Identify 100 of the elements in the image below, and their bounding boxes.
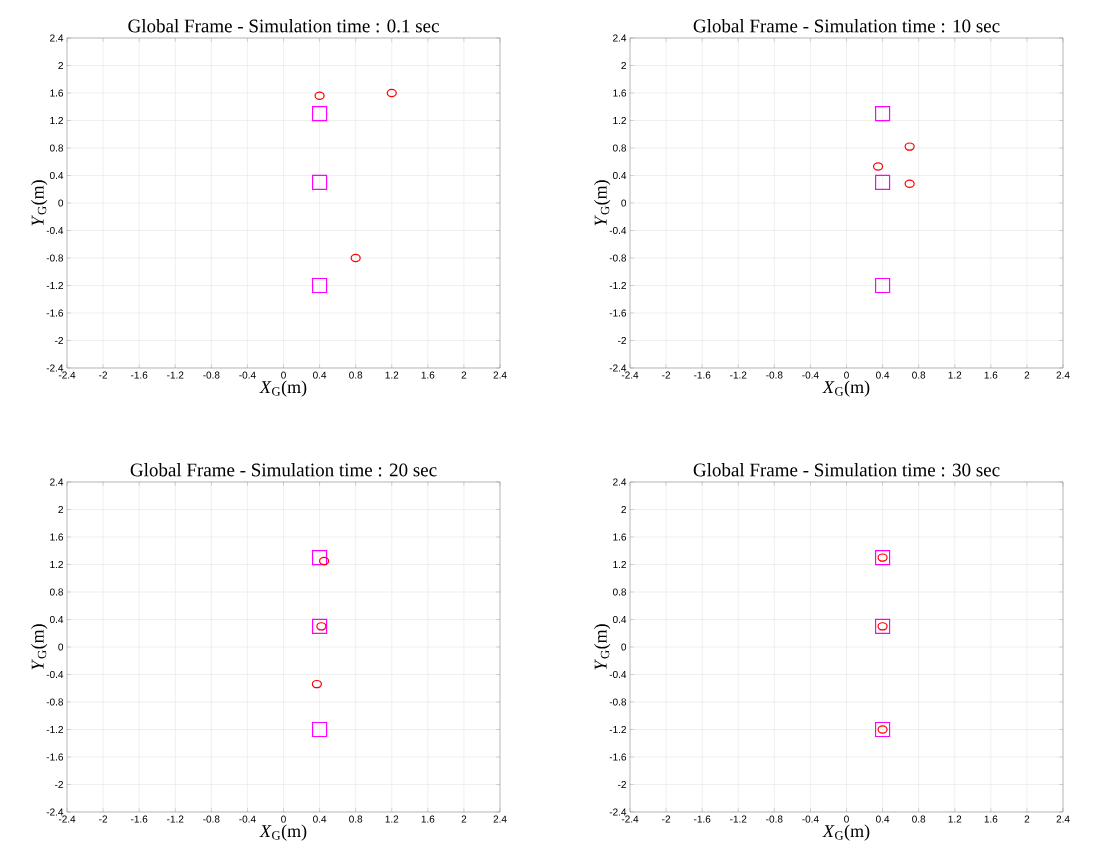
y-tick-label: -2 [618,337,626,344]
point [904,179,915,188]
x-tick-label: 2 [1024,371,1030,379]
x-tick-label: -1.6 [693,815,711,823]
x-tick-label: 0.4 [876,371,890,379]
y-tick-label: -0.8 [609,254,627,262]
y-tick-label: -1.6 [609,753,627,761]
point [311,277,328,294]
x-tick-label: 1.2 [385,815,399,823]
point [874,277,891,294]
y-tick-label: 2 [621,62,626,69]
y-tick-label: 0.4 [49,615,64,624]
x-tick-label: 0 [281,371,286,379]
x-tick-label: 1.6 [984,371,998,379]
x-axis-title: X$_{G}$(m) [259,380,307,397]
y-tick-label: 1.2 [613,117,626,124]
x-tick-label: -2 [662,815,671,823]
y-tick-label: 1.2 [613,561,626,568]
point [874,618,891,634]
y-tick-label: 2.4 [613,478,627,486]
x-tick-label: -0.4 [239,371,256,379]
y-tick-label: -1.6 [609,309,627,317]
x-tick-label: -0.4 [802,371,819,379]
x-tick-label: 0.4 [313,371,327,379]
y-axis-title: Y$_{G}$(m) [594,180,611,226]
x-tick-label: 0.4 [876,815,890,823]
y-tick-label: -0.4 [609,670,627,679]
x-tick-label: -1.2 [730,815,747,823]
y-tick-label: -0.4 [46,670,64,679]
y-tick-label: 0 [58,199,64,207]
x-tick-label: 0.8 [912,815,926,823]
x-tick-label: -0.4 [802,815,819,823]
x-tick-label: 1.2 [948,371,962,379]
y-tick-label: 1.6 [613,89,627,97]
x-tick-label: -0.8 [766,815,783,823]
y-tick-label: -0.8 [46,698,64,706]
x-tick-label: 2.4 [1056,815,1070,823]
y-tick-label: 1.2 [50,561,63,568]
point [314,91,325,100]
x-tick-label: -0.4 [239,815,256,823]
x-tick-label: -2 [99,815,108,823]
point [904,142,915,151]
y-tick-label: 2.4 [50,478,64,486]
y-tick-label: 0.4 [49,171,64,180]
x-tick-label: 0.8 [349,371,363,379]
point [874,174,891,190]
point [874,550,891,566]
y-tick-label: 1.2 [50,117,63,124]
point [311,174,328,190]
x-tick-label: 1.2 [385,371,399,379]
point [874,106,891,122]
x-tick-label: 0.8 [349,815,363,823]
x-tick-label: -1.6 [131,371,148,379]
y-tick-label: -1.2 [609,282,626,289]
x-tick-label: 2 [461,371,467,379]
x-tick-label: 1.2 [948,815,962,823]
x-tick-label: 0.8 [912,371,926,379]
x-tick-label: -1.6 [693,371,711,379]
point [311,106,328,122]
y-tick-label: 0.8 [49,588,64,596]
y-tick-label: -1.2 [609,726,626,733]
y-tick-label: -0.4 [609,226,627,235]
y-tick-label: 0 [621,643,627,651]
y-tick-label: 1.6 [50,533,64,541]
y-tick-label: 0.8 [612,588,627,596]
point [877,622,888,631]
point [872,162,884,171]
x-tick-label: -2 [99,371,108,379]
x-axis-title: X$_{G}$(m) [822,380,870,397]
x-tick-label: -0.8 [766,371,783,379]
y-tick-label: -2 [55,781,63,788]
x-tick-label: 1.6 [421,815,435,823]
y-tick-label: 0 [58,643,64,651]
x-tick-label: 2 [461,815,467,823]
x-tick-label: 2.4 [493,371,507,379]
y-tick-label: 2 [621,506,626,513]
x-axis-title: X$_{G}$(m) [822,824,870,841]
y-tick-label: 2 [58,506,63,513]
point [874,721,891,738]
y-tick-label: 0.4 [612,171,627,180]
x-tick-label: -1.2 [730,371,747,379]
y-tick-label: -0.8 [46,254,64,262]
y-tick-label: 0 [621,199,627,207]
y-tick-label: 1.6 [50,89,64,97]
y-tick-label: 0.4 [612,615,627,624]
y-tick-label: -1.2 [46,726,63,733]
y-tick-label: -2.4 [46,808,64,816]
x-axis-title: X$_{G}$(m) [259,824,307,841]
x-tick-label: -2 [662,371,671,379]
y-tick-label: -1.6 [46,753,64,761]
y-axis-title: Y$_{G}$(m) [31,624,48,670]
y-tick-label: -1.6 [46,309,64,317]
y-tick-label: 0.8 [49,144,64,152]
point [350,253,361,263]
x-tick-label: -1.2 [167,371,184,379]
chart-title: Global Frame - Simulation time : 10 sec [693,19,1000,33]
y-tick-label: -0.4 [46,226,64,235]
y-tick-label: -0.8 [609,698,627,706]
y-tick-label: -2.4 [609,364,627,372]
y-axis-title: Y$_{G}$(m) [594,624,611,670]
